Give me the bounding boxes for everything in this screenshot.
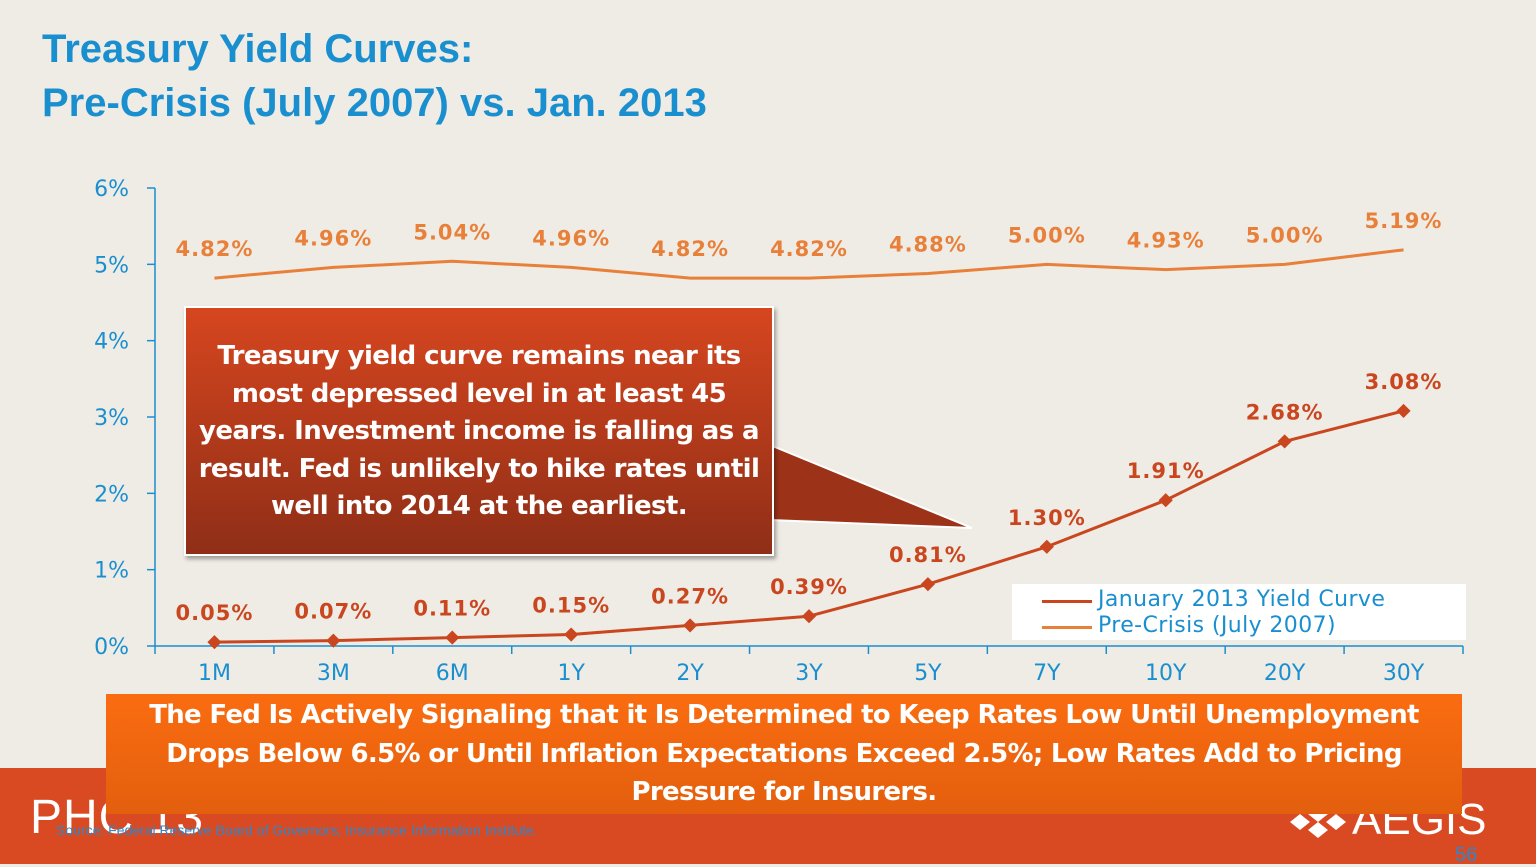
data-label: 4.96%: [532, 226, 610, 250]
x-tick-label: 3M: [317, 661, 350, 686]
data-point-marker: [920, 577, 935, 592]
data-point-marker: [1277, 434, 1292, 449]
data-label: 0.05%: [176, 601, 254, 625]
data-point-marker: [1158, 493, 1173, 508]
x-tick-label: 10Y: [1145, 661, 1187, 686]
data-point-marker: [1396, 403, 1411, 418]
callout-pointer: [769, 443, 973, 529]
page-number: 56: [1455, 844, 1478, 866]
data-point-marker: [564, 627, 579, 642]
x-tick-label: 3Y: [795, 661, 823, 686]
y-tick-label: 4%: [94, 330, 129, 355]
data-label: 1.30%: [1008, 506, 1086, 530]
title-line-2: Pre-Crisis (July 2007) vs. Jan. 2013: [42, 81, 707, 125]
data-label: 4.82%: [176, 237, 254, 261]
chart-legend: January 2013 Yield Curve Pre-Crisis (Jul…: [1012, 584, 1466, 640]
data-label: 0.07%: [294, 600, 372, 624]
y-tick-label: 2%: [94, 482, 129, 507]
data-label: 4.82%: [770, 237, 848, 261]
data-point-marker: [683, 618, 698, 633]
y-tick-label: 1%: [94, 559, 129, 584]
x-tick-label: 1M: [198, 661, 231, 686]
legend-swatch-pre-crisis: [1042, 626, 1092, 629]
slide-title: Treasury Yield Curves: Pre-Crisis (July …: [42, 22, 707, 130]
data-point-marker: [801, 609, 817, 624]
data-label: 5.00%: [1008, 223, 1086, 247]
data-label: 0.15%: [532, 594, 610, 618]
data-point-marker: [326, 633, 341, 648]
data-point-marker: [1039, 539, 1054, 554]
y-tick-label: 0%: [94, 635, 129, 660]
data-label: 0.11%: [413, 597, 491, 621]
legend-label-jan-2013: January 2013 Yield Curve: [1098, 587, 1386, 612]
data-label: 3.08%: [1365, 370, 1443, 394]
source-note: Source: Federal Reserve Board of Governo…: [56, 822, 538, 838]
data-label: 0.81%: [889, 543, 967, 567]
data-label: 4.96%: [294, 226, 372, 250]
data-label: 0.27%: [651, 584, 729, 608]
x-tick-label: 1Y: [557, 661, 585, 686]
y-tick-label: 6%: [94, 177, 129, 202]
key-message-banner: The Fed Is Actively Signaling that it Is…: [106, 694, 1462, 814]
data-label: 4.88%: [889, 232, 967, 256]
title-line-1: Treasury Yield Curves:: [42, 27, 474, 71]
y-tick-label: 3%: [94, 406, 129, 431]
data-point-marker: [207, 635, 222, 650]
y-tick-label: 5%: [94, 253, 129, 278]
legend-swatch-jan-2013: [1042, 600, 1092, 603]
x-tick-label: 5Y: [914, 661, 942, 686]
x-tick-label: 6M: [436, 661, 469, 686]
x-tick-label: 2Y: [676, 661, 704, 686]
data-label: 5.00%: [1246, 223, 1324, 247]
x-tick-label: 20Y: [1264, 661, 1306, 686]
data-label: 0.39%: [770, 575, 848, 599]
data-label: 4.82%: [651, 237, 729, 261]
callout-box: Treasury yield curve remains near its mo…: [184, 306, 774, 556]
series-line-pre-crisis: [214, 248, 1404, 280]
x-tick-label: 7Y: [1033, 661, 1061, 686]
data-label: 1.91%: [1127, 459, 1205, 483]
data-label: 5.19%: [1365, 209, 1443, 233]
data-point-marker: [445, 630, 460, 645]
data-label: 2.68%: [1246, 400, 1324, 424]
data-label: 4.93%: [1127, 229, 1205, 253]
legend-label-pre-crisis: Pre-Crisis (July 2007): [1098, 613, 1336, 638]
x-tick-label: 30Y: [1383, 661, 1425, 686]
data-label: 5.04%: [413, 220, 491, 244]
